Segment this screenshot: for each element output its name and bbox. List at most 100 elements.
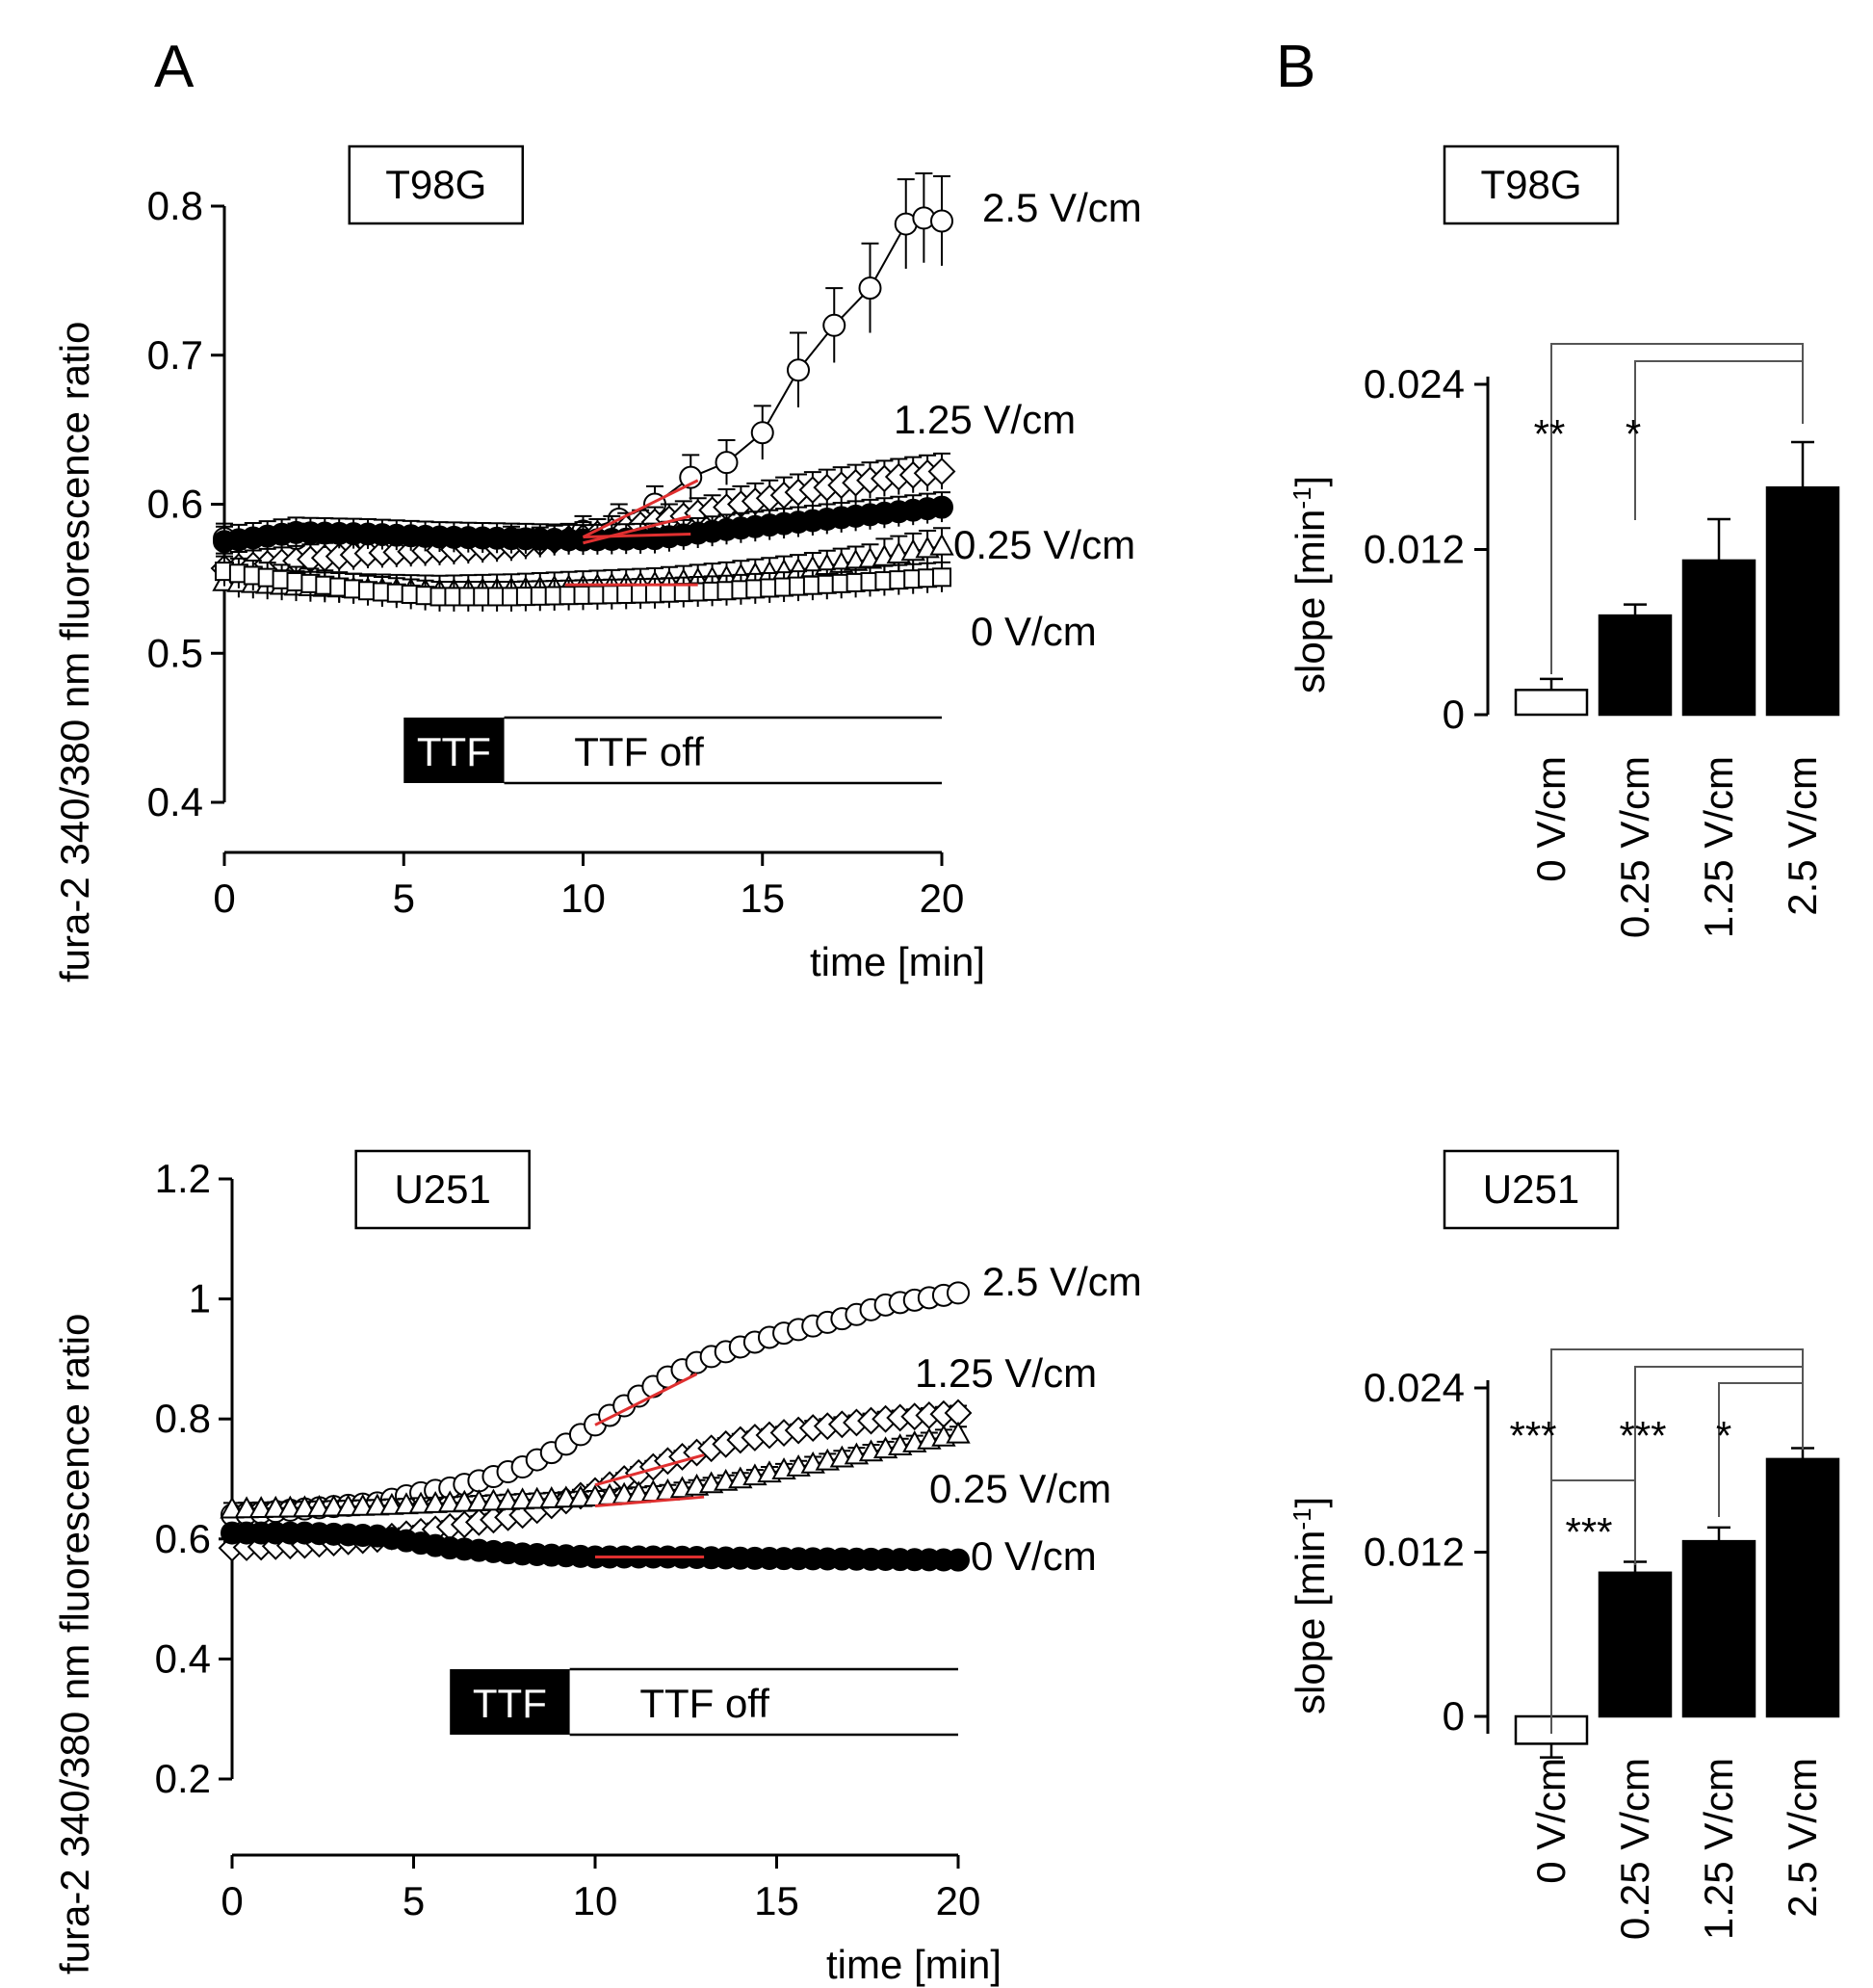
a_top-ttf-off-label: TTF off [574, 729, 704, 774]
a_bottom-cell-line-label: U251 [394, 1166, 490, 1212]
a_bottom-point-triangle-open [220, 1496, 245, 1519]
a_bottom-fit-line [594, 1373, 698, 1426]
bar-chart-u251: 0 0.012 0.024 U251 0 V/cm 0.25 V/cm 1.25 V/cm 2… [1364, 1149, 1840, 1940]
b_top-category-label: 1.25 V/cm [1696, 756, 1741, 938]
a_top-x-tick-label: 15 [740, 876, 785, 921]
b_top-bar [1598, 614, 1673, 717]
b_top-category-label: 0.25 V/cm [1612, 756, 1657, 938]
b-top-ylabel: slope [min-1] [1288, 476, 1333, 693]
a_top-ttf-on-label: TTF [417, 729, 491, 774]
a_bottom-x-tick-label: 15 [754, 1878, 799, 1923]
a_top-y-tick-label: 0.6 [147, 482, 203, 527]
a_bottom-y-tick-label: 0.8 [155, 1396, 211, 1441]
a_top-cell-line-box [348, 144, 525, 225]
b_bottom-bar [1765, 1457, 1840, 1718]
b_bottom-significance-bracket [1718, 1382, 1804, 1517]
a_top-fit-line [583, 532, 691, 539]
a_bottom-point-triangle-open [248, 1496, 273, 1518]
a_top-x-tick-label: 5 [393, 876, 415, 921]
a_top-cell-line-label: T98G [385, 162, 486, 207]
a_top-point-circle-open [858, 276, 882, 301]
b_bottom-significance-stars: *** [1509, 1413, 1556, 1458]
a_bottom-point-triangle-open [263, 1495, 288, 1518]
a_top-x-tick-label: 10 [560, 876, 606, 921]
a_top-series-end-label: 1.25 V/cm [894, 397, 1076, 442]
b_bottom-significance-stars: * [1716, 1413, 1731, 1458]
b_bottom-cell-line-box [1443, 1149, 1620, 1230]
a_top-point-circle-open [930, 209, 953, 233]
panel-a-label: A [154, 34, 195, 100]
a_bottom-series-end-label: 1.25 V/cm [915, 1350, 1097, 1396]
b_top-significance-bracket [1550, 343, 1804, 674]
a_bottom-x-tick-label: 5 [403, 1878, 425, 1923]
bar-chart-t98g: 0 0.012 0.024 T98G 0 V/cm 0.25 V/cm 1.25 V/cm 2… [1364, 144, 1840, 938]
a_top-fit-line [583, 514, 691, 545]
b_bottom-bar [1598, 1571, 1673, 1718]
a_top-ttf-on-bar [403, 718, 505, 783]
b_bottom-category-label: 0.25 V/cm [1612, 1758, 1657, 1940]
panel-b-label: B [1276, 34, 1315, 100]
b_bottom-y-tick-label: 0.024 [1364, 1365, 1465, 1410]
b_top-cell-line-box [1443, 144, 1620, 225]
a_top-point-circle-open [787, 358, 810, 382]
b_top-significance-stars: * [1626, 411, 1641, 457]
a_top-series-end-label: 2.5 V/cm [982, 185, 1142, 230]
b_bottom-cell-line-label: U251 [1483, 1166, 1579, 1212]
a_bottom-series-end-label: 0 V/cm [971, 1533, 1097, 1579]
a_bottom-y-tick-label: 0.4 [155, 1635, 211, 1681]
a_top-point-circle-open [715, 451, 739, 475]
b_top-bar [1514, 689, 1589, 717]
a_top-point-square-open [932, 567, 951, 588]
a_top-point-triangle-open [929, 533, 954, 556]
a_bottom-cell-line-box [354, 1149, 531, 1230]
b_bottom-significance-stars: *** [1619, 1413, 1666, 1458]
a_top-y-tick-label: 0.7 [147, 332, 203, 378]
a_bottom-point-triangle-open [234, 1496, 259, 1519]
a_top-point-circle-open [750, 421, 774, 445]
a-bottom-ylabel: fura-2 340/380 nm fluorescence ratio [52, 1314, 97, 1975]
a_top-x-tick-label: 20 [920, 876, 965, 921]
b_bottom-y-tick-label: 0.012 [1364, 1530, 1465, 1575]
a_bottom-x-tick-label: 20 [936, 1878, 981, 1923]
a_top-y-tick-label: 0.8 [147, 183, 203, 228]
a_top-fit-line [582, 479, 699, 538]
a_bottom-point-triangle-open [946, 1421, 971, 1444]
b_top-y-tick-label: 0.012 [1364, 527, 1465, 572]
a-top-ylabel: fura-2 340/380 nm fluorescence ratio [52, 322, 97, 982]
b_top-bar [1681, 559, 1756, 717]
a_bottom-y-tick-label: 1 [189, 1276, 211, 1321]
b-bottom-ylabel: slope [min-1] [1288, 1497, 1333, 1714]
a_top-series-end-label: 0 V/cm [971, 609, 1097, 654]
svg-text:slope [min-1]: slope [min-1] [1288, 1497, 1333, 1714]
a_bottom-ttf-off-label: TTF off [639, 1681, 769, 1726]
a_top-y-tick-label: 0.5 [147, 630, 203, 675]
line-chart-t98g: 0.4 0.5 0.6 0.7 0.8 0 5 10 15 20 time [min] T98G TTF… [147, 144, 1142, 984]
a_top-series-line [224, 217, 943, 546]
a_bottom-y-tick-label: 0.6 [155, 1516, 211, 1561]
a_bottom-point-circle-filled [947, 1548, 970, 1572]
a_bottom-x-tick-label: 10 [573, 1878, 618, 1923]
a_top-point-circle-open [822, 313, 846, 337]
b_bottom-significance-stars: *** [1565, 1509, 1612, 1555]
a_bottom-x-tick-label: 0 [221, 1878, 243, 1923]
a_bottom-ttf-on-bar [450, 1669, 570, 1735]
a_bottom-series-end-label: 0.25 V/cm [929, 1466, 1111, 1511]
a_bottom-series-end-label: 2.5 V/cm [982, 1259, 1142, 1304]
svg-text:slope [min-1]: slope [min-1] [1288, 476, 1333, 693]
b_top-significance-stars: ** [1534, 411, 1566, 457]
b_bottom-category-label: 0 V/cm [1528, 1758, 1574, 1884]
b_top-cell-line-label: T98G [1480, 162, 1581, 207]
b_bottom-significance-bracket [1550, 1479, 1636, 1734]
b_top-bar [1765, 485, 1840, 717]
a_top-series-end-label: 0.25 V/cm [953, 522, 1135, 567]
a_bottom-y-tick-label: 1.2 [155, 1156, 211, 1201]
b_top-y-tick-label: 0 [1443, 692, 1465, 737]
b_top-y-tick-label: 0.024 [1364, 361, 1465, 406]
a_bottom-point-circle-open [947, 1281, 970, 1305]
b_top-category-label: 0 V/cm [1528, 756, 1574, 882]
a_top-x-tick-label: 0 [213, 876, 235, 921]
a_bottom-fit-line [594, 1495, 705, 1508]
a_bottom-ttf-on-label: TTF [473, 1681, 547, 1726]
b_bottom-bar [1681, 1539, 1756, 1718]
